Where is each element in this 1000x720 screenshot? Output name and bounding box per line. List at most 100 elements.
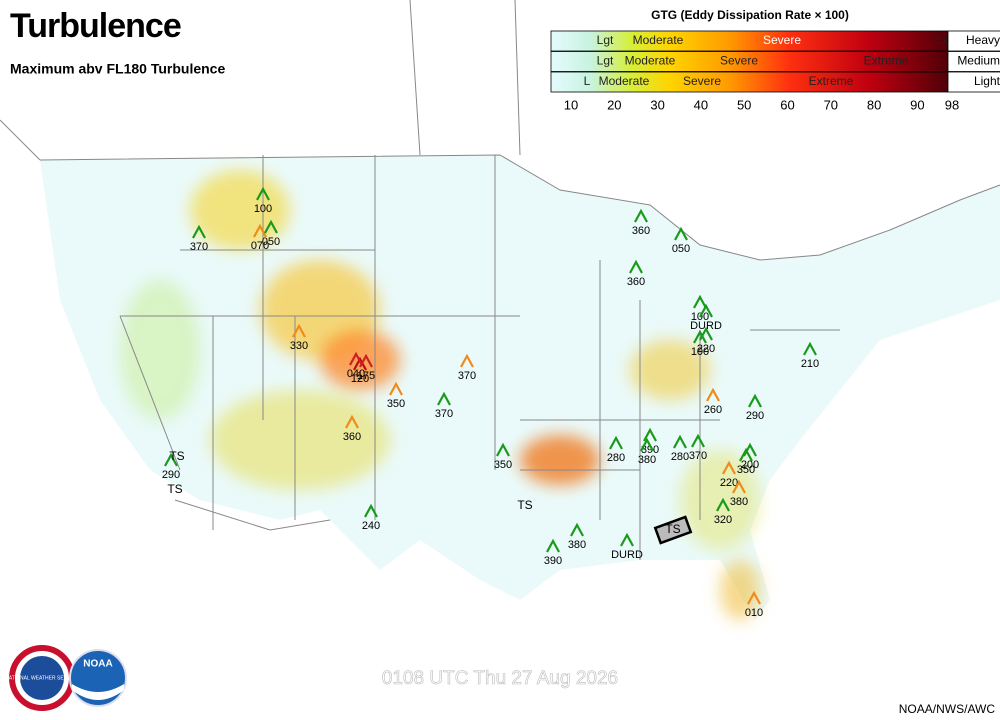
legend-size: Medium bbox=[957, 54, 1000, 68]
pirep-label: 100 bbox=[254, 203, 272, 215]
canada-lines bbox=[0, 0, 521, 161]
storm-box bbox=[653, 515, 693, 545]
pirep-label: 380 bbox=[568, 539, 586, 551]
pirep-label: 350 bbox=[387, 398, 405, 410]
pirep-icon bbox=[546, 538, 560, 553]
legend-category: Extreme bbox=[809, 74, 854, 88]
pirep-icon bbox=[691, 433, 705, 448]
pirep-icon bbox=[640, 437, 654, 452]
legend-category: L bbox=[584, 74, 591, 88]
storm-label: TS bbox=[167, 482, 182, 496]
scale-tick: 50 bbox=[737, 97, 751, 112]
pirep-icon bbox=[256, 186, 270, 201]
pirep-label: 120 bbox=[351, 373, 369, 385]
pirep-icon bbox=[739, 447, 753, 462]
scale-tick: 98 bbox=[945, 97, 959, 112]
pirep-icon bbox=[803, 341, 817, 356]
pirep-label: 380 bbox=[730, 496, 748, 508]
pirep-icon bbox=[164, 452, 178, 467]
scale-tick: 30 bbox=[650, 97, 664, 112]
scale-tick: 20 bbox=[607, 97, 621, 112]
pirep-label: 370 bbox=[689, 450, 707, 462]
legend-size: Heavy bbox=[966, 33, 1000, 47]
pirep-icon bbox=[674, 226, 688, 241]
legend-category: Ex bbox=[934, 33, 948, 47]
pirep-icon bbox=[345, 414, 359, 429]
land bbox=[40, 155, 1000, 620]
pirep-label: 200 bbox=[741, 459, 759, 471]
pirep-icon bbox=[699, 303, 713, 318]
pirep-icon bbox=[722, 460, 736, 475]
pirep-label: 350 bbox=[494, 459, 512, 471]
pirep-icon bbox=[609, 435, 623, 450]
storm-label: TS bbox=[517, 498, 532, 512]
subtitle: Maximum abv FL180 Turbulence bbox=[10, 61, 225, 77]
legend: GTG (Eddy Dissipation Rate × 100) Lgt Mod… bbox=[540, 0, 1000, 122]
pirep-label: 290 bbox=[746, 410, 764, 422]
legend-category: Severe bbox=[763, 33, 801, 47]
border bbox=[39, 154, 1000, 261]
nws-logo-text: NATIONAL WEATHER SERVICE bbox=[5, 675, 79, 681]
boundaries bbox=[0, 0, 1000, 560]
pirep-icon bbox=[620, 532, 634, 547]
pirep-icon bbox=[496, 442, 510, 457]
legend-size-box bbox=[947, 71, 1000, 93]
scale-tick: 70 bbox=[824, 97, 838, 112]
pirep-label: 370 bbox=[435, 408, 453, 420]
scale-tick: 10 bbox=[564, 97, 578, 112]
pirep-icon bbox=[732, 479, 746, 494]
pirep-icon bbox=[629, 259, 643, 274]
pirep-icon bbox=[706, 387, 720, 402]
pirep-label: 370 bbox=[190, 241, 208, 253]
pirep-label: 370 bbox=[458, 370, 476, 382]
pirep-icon bbox=[693, 294, 707, 309]
pirep-icon bbox=[353, 356, 367, 371]
pirep-icon bbox=[460, 353, 474, 368]
legend-title: GTG (Eddy Dissipation Rate × 100) bbox=[651, 8, 849, 22]
pirep-icon bbox=[716, 497, 730, 512]
storm-label: TS bbox=[169, 449, 184, 463]
pirep-icon bbox=[359, 353, 373, 368]
pirep-icon bbox=[643, 427, 657, 442]
pirep-label: DURD bbox=[690, 320, 722, 332]
scale-tick: 60 bbox=[780, 97, 794, 112]
pirep-label: DURD bbox=[611, 549, 643, 561]
legend-category: Severe bbox=[720, 54, 758, 68]
credit: NOAA/NWS/AWC bbox=[899, 702, 996, 716]
legend-category: Severe bbox=[683, 74, 721, 88]
pirep-label: 280 bbox=[607, 452, 625, 464]
scale-tick: 40 bbox=[694, 97, 708, 112]
pirep-icon bbox=[747, 590, 761, 605]
pirep-label: 290 bbox=[162, 469, 180, 481]
pirep-icon bbox=[748, 393, 762, 408]
logos: NATIONAL WEATHER SERVICE NOAA bbox=[5, 645, 127, 711]
pirep-icon bbox=[292, 323, 306, 338]
legend-category: Moderate bbox=[599, 74, 650, 88]
legend-category: Lgt bbox=[597, 33, 614, 47]
pirep-label: 175 bbox=[357, 370, 375, 382]
pirep-label: 390 bbox=[641, 444, 659, 456]
pirep-label: 100 bbox=[691, 346, 709, 358]
pirep-icon bbox=[570, 522, 584, 537]
pirep-label: 010 bbox=[745, 607, 763, 619]
pirep-icon bbox=[364, 503, 378, 518]
legend-category: Moderate bbox=[633, 33, 684, 47]
pirep-icon bbox=[693, 329, 707, 344]
pirep-label: 220 bbox=[697, 343, 715, 355]
state-lines bbox=[119, 155, 840, 560]
pirep-label: 360 bbox=[343, 431, 361, 443]
pirep-label: 050 bbox=[672, 243, 690, 255]
nws-disc bbox=[20, 656, 64, 700]
pirep-label: 320 bbox=[714, 514, 732, 526]
pirep-icon bbox=[192, 224, 206, 239]
legend-size: Light bbox=[974, 74, 1000, 88]
pirep-label: 350 bbox=[737, 464, 755, 476]
legend-category: Extreme bbox=[864, 54, 909, 68]
noaa-wave bbox=[72, 684, 124, 700]
pirep-icon bbox=[743, 442, 757, 457]
legend-category: Moderate bbox=[625, 54, 676, 68]
scale-tick: 90 bbox=[910, 97, 924, 112]
pirep-label: 210 bbox=[801, 358, 819, 370]
pirep-icon bbox=[437, 391, 451, 406]
